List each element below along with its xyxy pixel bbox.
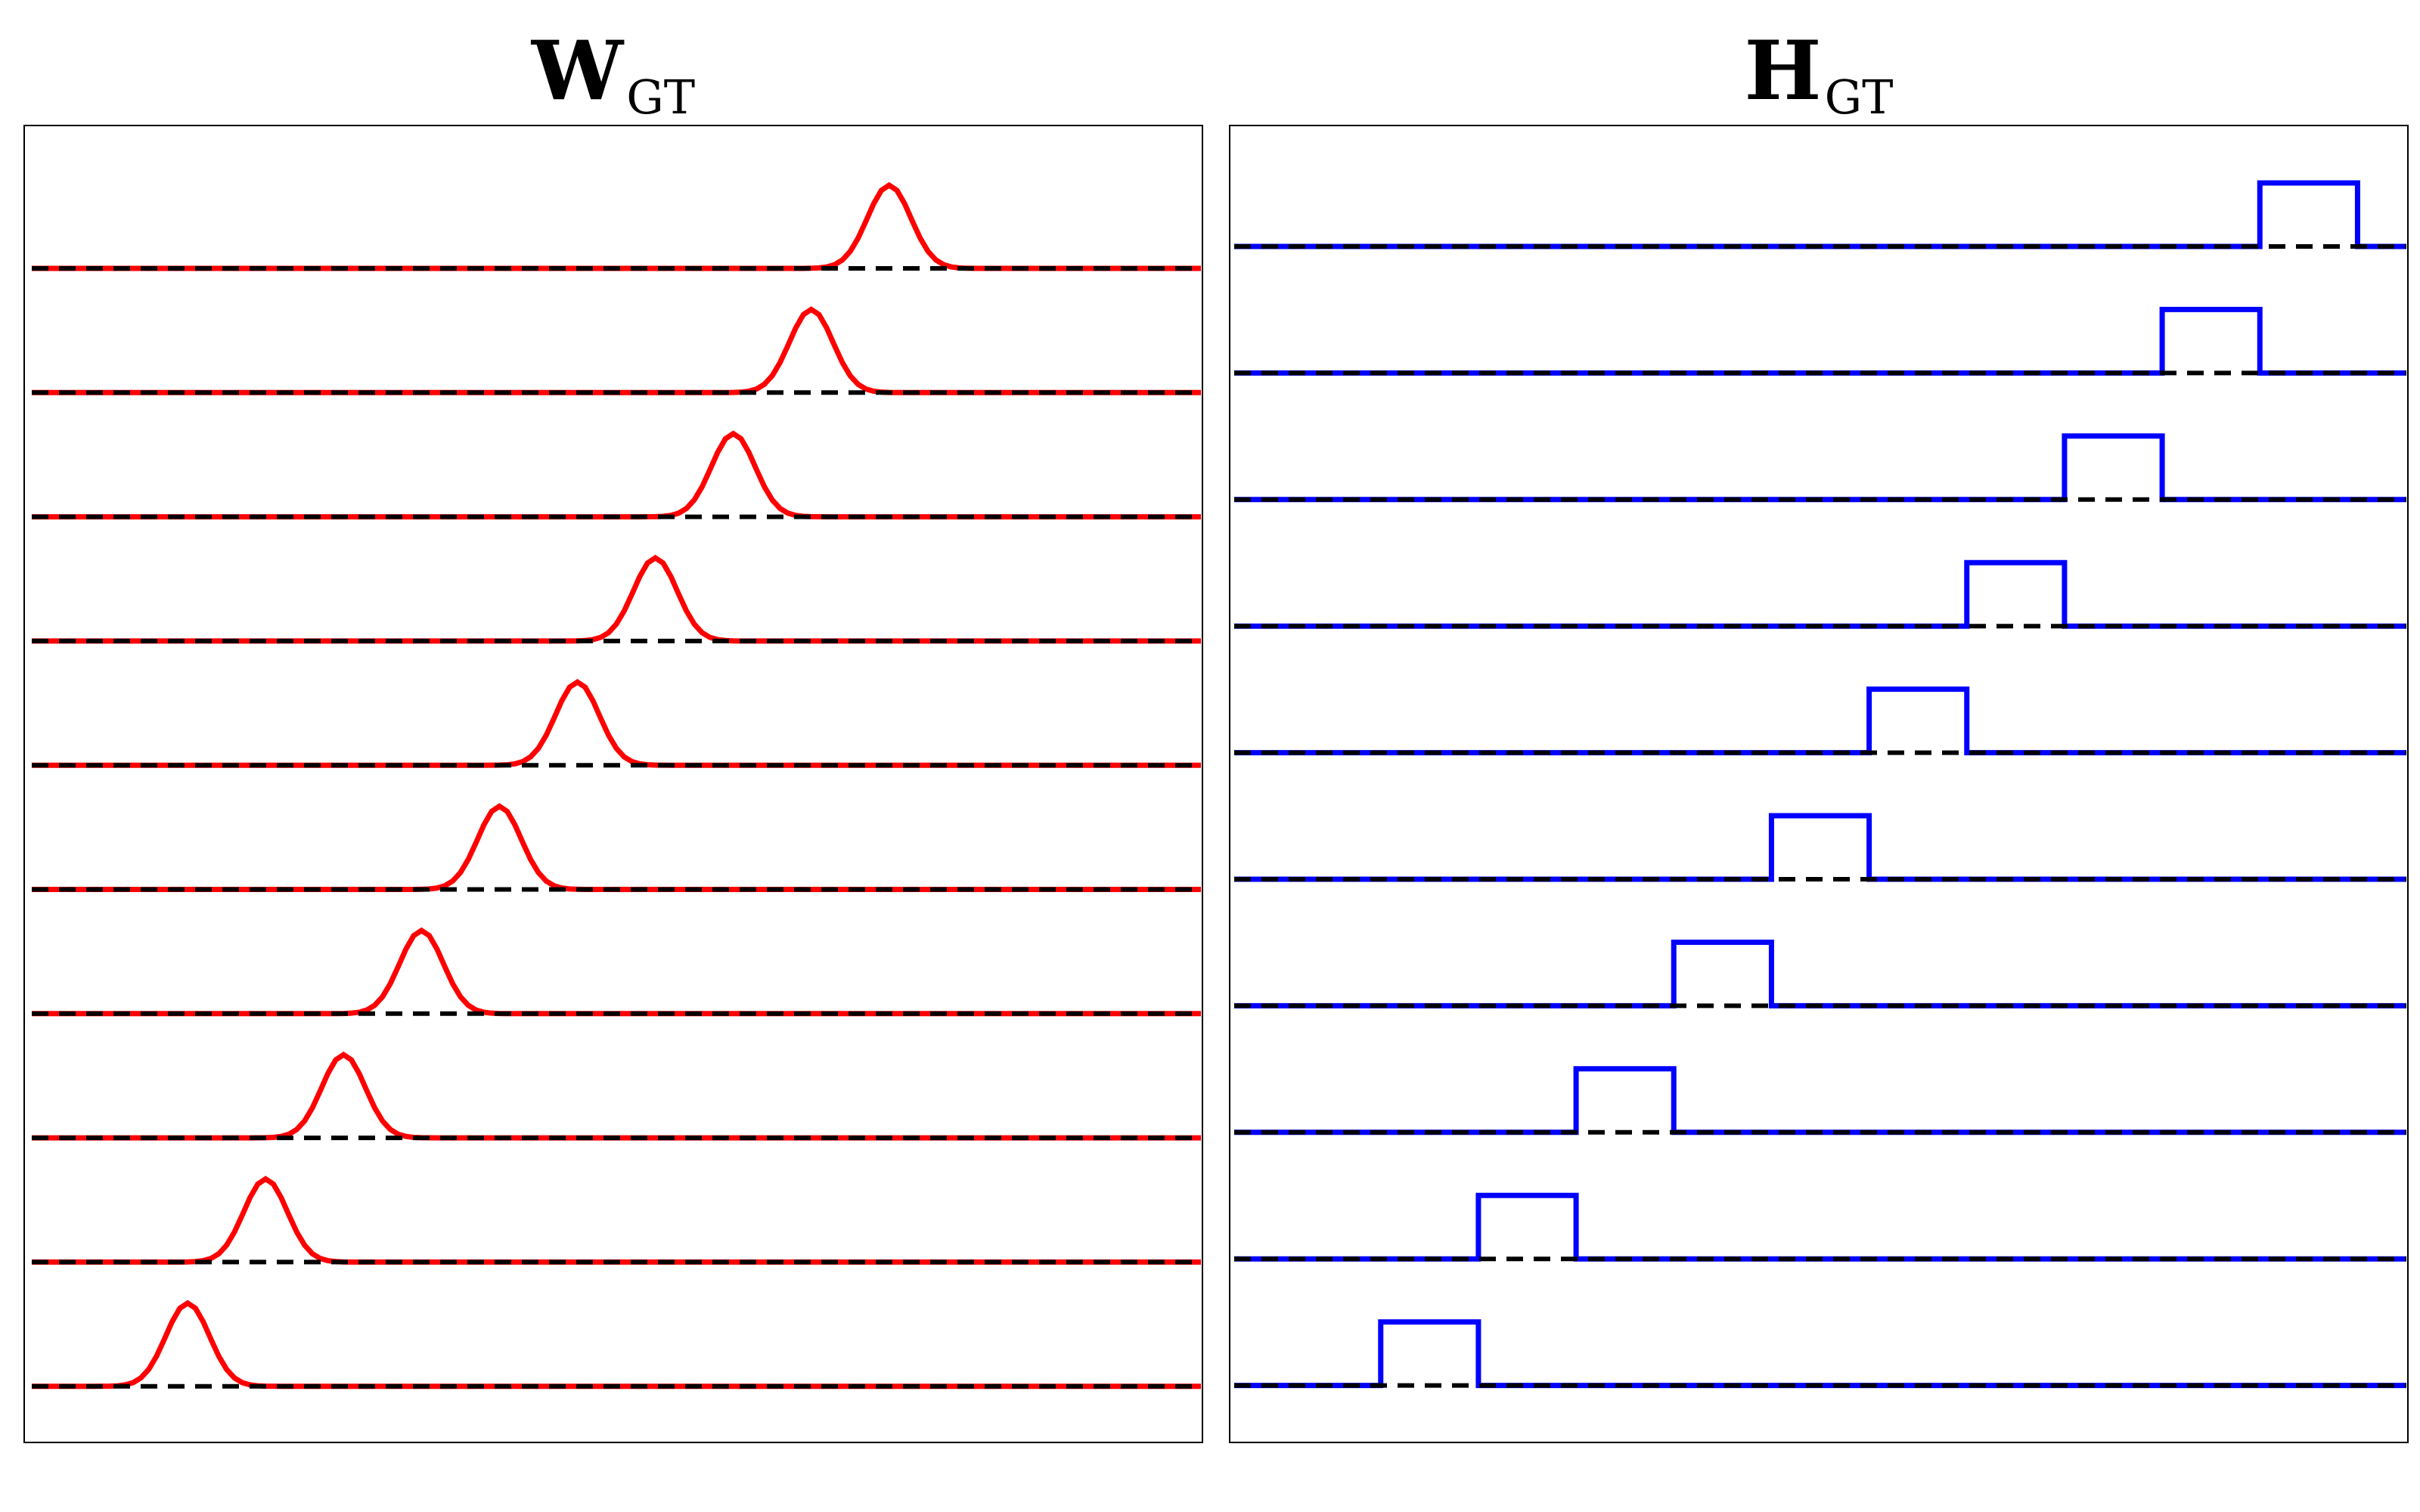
right-panel-title: H GT (1230, 21, 2408, 121)
right-title-main: H (1744, 23, 1822, 119)
series-line-row-4 (32, 554, 1201, 644)
series-line-row-6 (32, 803, 1201, 892)
left-panel-title: W GT (24, 21, 1202, 121)
series-line-row-5 (1234, 686, 2406, 756)
series-line-row-8 (1234, 1066, 2406, 1136)
series-line-row-1 (32, 181, 1201, 271)
left-title-subscript: GT (626, 70, 696, 125)
series-line-row-10 (1234, 1319, 2406, 1389)
series-line-row-10 (32, 1300, 1201, 1390)
panel-frame (23, 125, 1203, 1443)
series-line-row-3 (32, 430, 1201, 520)
series-line-row-9 (1234, 1192, 2406, 1262)
right-panel (1229, 125, 2409, 1443)
series-line-row-6 (1234, 813, 2406, 882)
series-line-row-1 (1234, 180, 2406, 249)
series-line-row-2 (1234, 306, 2406, 376)
panel-frame (1229, 125, 2409, 1443)
series-line-row-9 (32, 1176, 1201, 1265)
series-line-row-4 (1234, 559, 2406, 629)
left-title-main: W (531, 23, 624, 119)
series-line-row-3 (1234, 433, 2406, 503)
series-line-row-8 (32, 1051, 1201, 1141)
series-line-row-7 (32, 927, 1201, 1017)
series-line-row-5 (32, 679, 1201, 768)
right-title-subscript: GT (1824, 70, 1894, 125)
series-line-row-2 (32, 306, 1201, 395)
left-panel (23, 125, 1203, 1443)
series-line-row-7 (1234, 939, 2406, 1009)
